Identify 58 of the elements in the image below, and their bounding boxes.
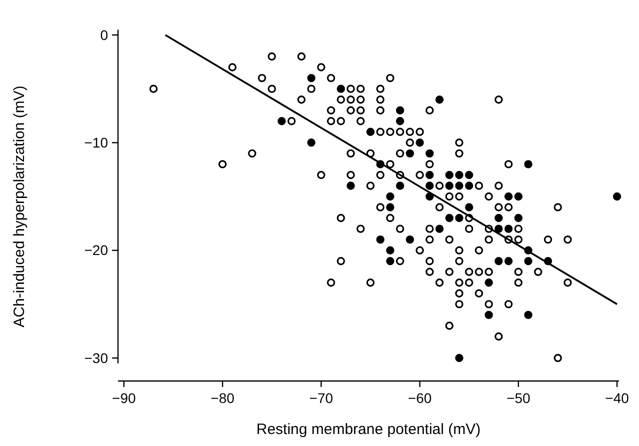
point xyxy=(307,138,316,147)
point xyxy=(455,214,464,222)
point xyxy=(612,192,622,201)
point xyxy=(307,74,316,82)
point xyxy=(435,224,444,233)
point xyxy=(336,84,345,93)
point xyxy=(445,214,454,222)
y-tick-label: −10 xyxy=(84,134,108,151)
point xyxy=(504,224,513,233)
point xyxy=(455,354,464,362)
point xyxy=(484,278,493,287)
point xyxy=(396,182,404,190)
point xyxy=(504,192,513,201)
point xyxy=(386,203,394,212)
point xyxy=(426,149,434,158)
point xyxy=(396,117,404,126)
point xyxy=(484,310,493,320)
x-tick-label: −60 xyxy=(408,390,432,406)
point xyxy=(376,235,384,244)
point xyxy=(396,106,404,114)
point xyxy=(514,214,523,222)
x-tick-label: −90 xyxy=(112,390,136,406)
point xyxy=(524,160,532,168)
point xyxy=(445,182,454,190)
point xyxy=(524,310,532,320)
x-tick-label: −70 xyxy=(309,390,334,406)
x-axis-title: Resting membrane potential (mV) xyxy=(256,421,481,438)
point xyxy=(386,246,394,254)
point xyxy=(494,214,503,222)
point xyxy=(278,117,286,126)
point xyxy=(464,203,474,212)
point xyxy=(426,170,434,180)
point xyxy=(426,182,434,190)
point xyxy=(445,170,454,180)
point xyxy=(416,138,424,147)
point xyxy=(524,257,532,266)
y-tick-label: −30 xyxy=(84,350,108,366)
point xyxy=(494,257,503,266)
point xyxy=(366,128,375,136)
x-tick-label: −40 xyxy=(605,390,630,406)
point xyxy=(455,182,464,190)
y-tick-label: 0 xyxy=(100,26,108,43)
y-axis-title: ACh-induced hyperpolarization (mV) xyxy=(11,86,28,328)
x-tick-label: −80 xyxy=(210,390,235,406)
x-tick-label: −50 xyxy=(506,390,530,406)
point xyxy=(514,192,523,201)
point xyxy=(346,182,355,190)
point xyxy=(406,235,414,244)
point xyxy=(406,149,414,158)
point xyxy=(494,224,503,233)
point xyxy=(386,192,394,201)
point xyxy=(386,257,394,266)
point xyxy=(455,170,464,180)
point xyxy=(504,257,513,266)
point xyxy=(464,182,474,190)
y-tick-label: −20 xyxy=(84,242,108,258)
point xyxy=(464,170,474,180)
point xyxy=(435,95,444,104)
